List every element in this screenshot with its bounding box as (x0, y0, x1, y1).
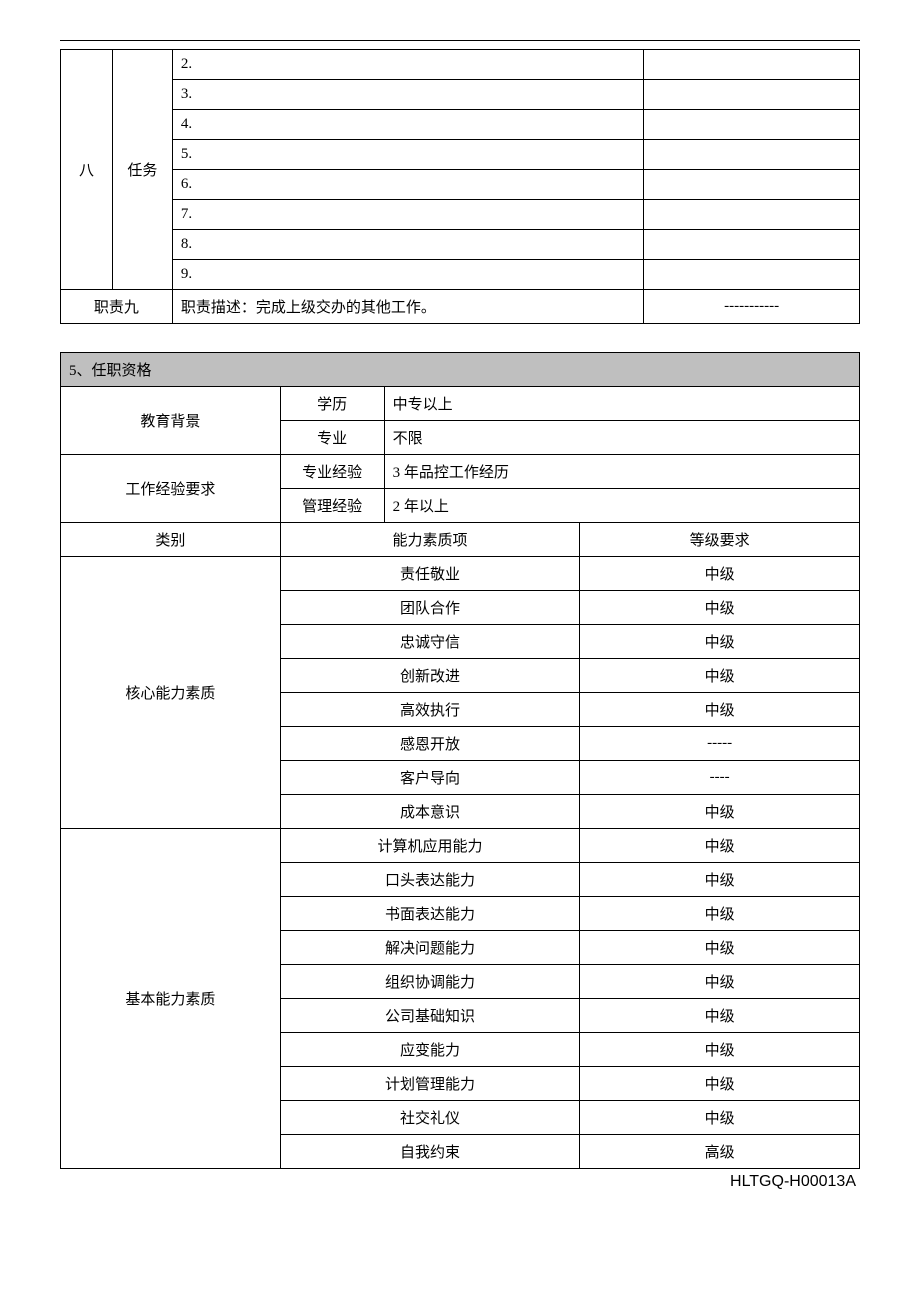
competency-level: 中级 (580, 999, 860, 1033)
edu-key: 专业 (280, 421, 384, 455)
task-blank (644, 230, 860, 260)
exp-value: 2 年以上 (384, 489, 859, 523)
competency-header: 能力素质项 (280, 523, 580, 557)
qualifications-table: 5、任职资格 教育背景 学历 中专以上 专业 不限 工作经验要求 专业经验 3 … (60, 352, 860, 1169)
table-row: 5. (61, 140, 860, 170)
competency-header: 等级要求 (580, 523, 860, 557)
table-row: 9. (61, 260, 860, 290)
task-cell: 4. (172, 110, 643, 140)
section-header-row: 5、任职资格 (61, 353, 860, 387)
exp-key: 专业经验 (280, 455, 384, 489)
task-cell: 9. (172, 260, 643, 290)
tasks-col1: 八 (61, 50, 113, 290)
table-row: 7. (61, 200, 860, 230)
task-blank (644, 170, 860, 200)
competency-name: 计算机应用能力 (280, 829, 580, 863)
competency-level: 中级 (580, 795, 860, 829)
competency-name: 书面表达能力 (280, 897, 580, 931)
competency-name: 成本意识 (280, 795, 580, 829)
competency-name: 忠诚守信 (280, 625, 580, 659)
table-row: 4. (61, 110, 860, 140)
competency-level: 中级 (580, 1033, 860, 1067)
table-row: 工作经验要求 专业经验 3 年品控工作经历 (61, 455, 860, 489)
task-cell: 3. (172, 80, 643, 110)
competency-name: 应变能力 (280, 1033, 580, 1067)
competency-name: 团队合作 (280, 591, 580, 625)
competency-header: 类别 (61, 523, 281, 557)
table-row: 八 任务 2. (61, 50, 860, 80)
edu-value: 不限 (384, 421, 859, 455)
page-top-rule (60, 40, 860, 41)
exp-key: 管理经验 (280, 489, 384, 523)
tasks-col2: 任务 (112, 50, 172, 290)
task-blank (644, 110, 860, 140)
task-blank (644, 140, 860, 170)
task-blank (644, 200, 860, 230)
competency-header-row: 类别 能力素质项 等级要求 (61, 523, 860, 557)
footer-code: HLTGQ-H00013A (60, 1173, 860, 1191)
competency-level: 中级 (580, 829, 860, 863)
competency-name: 创新改进 (280, 659, 580, 693)
competency-name: 公司基础知识 (280, 999, 580, 1033)
basic-label: 基本能力素质 (61, 829, 281, 1169)
competency-level: 中级 (580, 693, 860, 727)
duty-label: 职责九 (61, 290, 173, 324)
tasks-table: 八 任务 2. 3. 4. 5. 6. 7. 8. 9. 职责九 职责描述：完成… (60, 49, 860, 324)
table-row: 6. (61, 170, 860, 200)
competency-name: 感恩开放 (280, 727, 580, 761)
duty-row: 职责九 职责描述：完成上级交办的其他工作。 ----------- (61, 290, 860, 324)
competency-name: 解决问题能力 (280, 931, 580, 965)
task-cell: 5. (172, 140, 643, 170)
competency-level: 中级 (580, 591, 860, 625)
competency-level: 中级 (580, 557, 860, 591)
competency-name: 组织协调能力 (280, 965, 580, 999)
task-cell: 7. (172, 200, 643, 230)
competency-name: 客户导向 (280, 761, 580, 795)
competency-level: 高级 (580, 1135, 860, 1169)
table-gap (60, 324, 860, 352)
table-row: 基本能力素质 计算机应用能力 中级 (61, 829, 860, 863)
task-blank (644, 260, 860, 290)
competency-level: 中级 (580, 659, 860, 693)
competency-level: 中级 (580, 965, 860, 999)
competency-level: 中级 (580, 931, 860, 965)
task-blank (644, 50, 860, 80)
core-label: 核心能力素质 (61, 557, 281, 829)
table-row: 教育背景 学历 中专以上 (61, 387, 860, 421)
task-cell: 6. (172, 170, 643, 200)
competency-level: ----- (580, 727, 860, 761)
competency-name: 计划管理能力 (280, 1067, 580, 1101)
competency-level: ---- (580, 761, 860, 795)
competency-name: 高效执行 (280, 693, 580, 727)
exp-label: 工作经验要求 (61, 455, 281, 523)
edu-label: 教育背景 (61, 387, 281, 455)
competency-name: 自我约束 (280, 1135, 580, 1169)
competency-level: 中级 (580, 897, 860, 931)
edu-key: 学历 (280, 387, 384, 421)
competency-name: 口头表达能力 (280, 863, 580, 897)
task-cell: 8. (172, 230, 643, 260)
competency-level: 中级 (580, 863, 860, 897)
competency-name: 社交礼仪 (280, 1101, 580, 1135)
competency-name: 责任敬业 (280, 557, 580, 591)
competency-level: 中级 (580, 1101, 860, 1135)
section-header: 5、任职资格 (61, 353, 860, 387)
table-row: 3. (61, 80, 860, 110)
task-cell: 2. (172, 50, 643, 80)
edu-value: 中专以上 (384, 387, 859, 421)
duty-desc: 职责描述：完成上级交办的其他工作。 (172, 290, 643, 324)
table-row: 8. (61, 230, 860, 260)
duty-right: ----------- (644, 290, 860, 324)
task-blank (644, 80, 860, 110)
competency-level: 中级 (580, 1067, 860, 1101)
competency-level: 中级 (580, 625, 860, 659)
table-row: 核心能力素质 责任敬业 中级 (61, 557, 860, 591)
exp-value: 3 年品控工作经历 (384, 455, 859, 489)
